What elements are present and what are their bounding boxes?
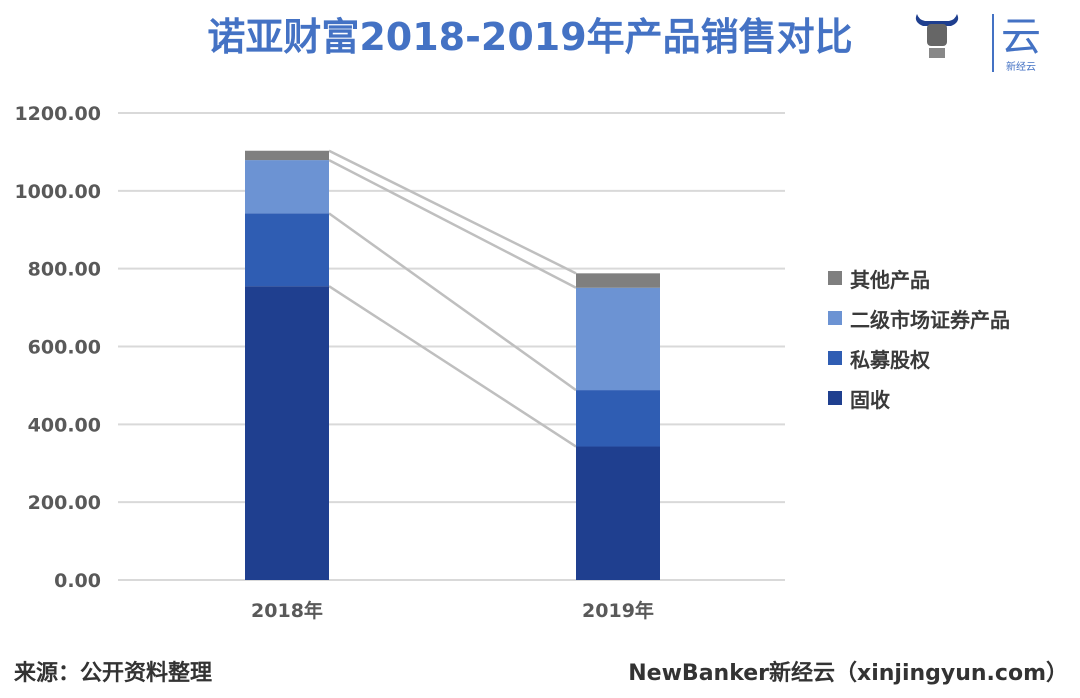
bar-segment	[245, 160, 329, 214]
y-tick-label: 200.00	[28, 492, 101, 514]
bull-logo-icon	[915, 14, 959, 58]
legend-item: 二级市场证券产品	[828, 298, 1010, 338]
y-tick-label: 1200.00	[14, 103, 101, 125]
legend-item: 其他产品	[828, 258, 1010, 298]
bar-segment	[576, 390, 660, 447]
logo: 云 新经云	[905, 8, 1065, 78]
bar-segment	[576, 287, 660, 391]
y-tick-label: 1000.00	[14, 181, 101, 203]
bar-segment	[245, 213, 329, 287]
legend-label: 私募股权	[850, 347, 930, 372]
connector-line	[328, 212, 577, 392]
x-tick-label: 2019年	[582, 599, 654, 622]
legend: 其他产品二级市场证券产品 私募股权固收	[828, 258, 1010, 418]
legend-label: 二级市场证券产品	[850, 307, 1010, 332]
connector-lines	[328, 149, 577, 448]
legend-swatch	[828, 311, 842, 325]
bar-segment	[576, 446, 660, 580]
y-tick-label: 400.00	[28, 414, 101, 436]
source-note: 来源：公开资料整理	[14, 661, 213, 686]
chart-title: 诺亚财富2018-2019年产品销售对比	[207, 15, 853, 59]
connector-line	[328, 158, 577, 289]
connector-line	[328, 285, 577, 448]
legend-item: 私募股权	[828, 338, 1010, 378]
legend-swatch	[828, 271, 842, 285]
x-tick-label: 2018年	[251, 599, 323, 622]
logo-subtext: 新经云	[1006, 60, 1036, 73]
legend-swatch	[828, 391, 842, 405]
grid-lines	[118, 112, 785, 581]
credit-note: NewBanker新经云（xinjingyun.com）	[628, 661, 1068, 686]
logo-text: 云	[1001, 14, 1041, 60]
bar-segment	[576, 273, 660, 288]
legend-item: 固收	[828, 378, 1010, 418]
y-tick-label: 0.00	[54, 570, 101, 592]
legend-label: 固收	[850, 387, 890, 412]
legend-label: 其他产品	[850, 267, 930, 292]
y-axis-ticks: 0.00 200.00 400.00 600.00 800.00 1000.00 1200.…	[14, 103, 101, 592]
bar-segment	[245, 150, 329, 161]
legend-swatch	[828, 351, 842, 365]
connector-line	[328, 149, 577, 275]
bar-segment	[245, 286, 329, 580]
x-axis-ticks: 2018年 2019年	[251, 599, 654, 622]
y-tick-label: 800.00	[28, 259, 101, 281]
bars	[245, 150, 660, 580]
y-tick-label: 600.00	[28, 337, 101, 359]
